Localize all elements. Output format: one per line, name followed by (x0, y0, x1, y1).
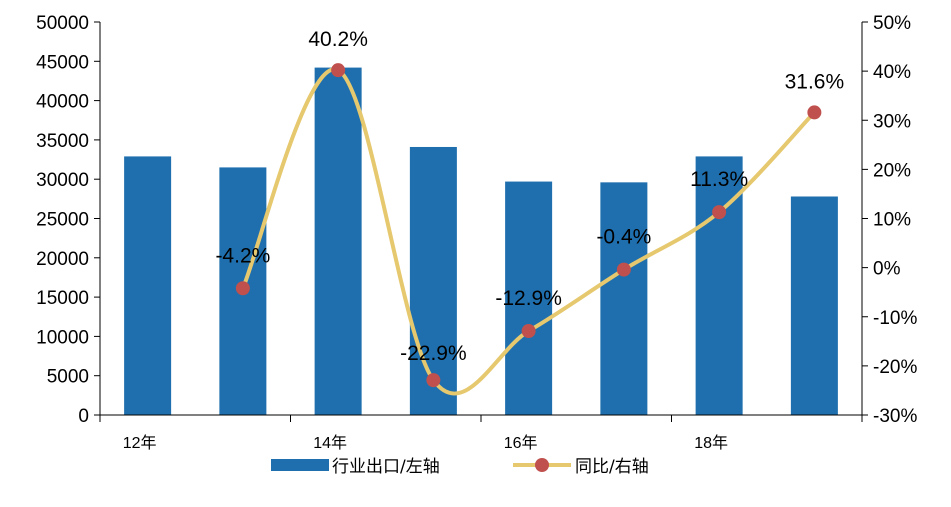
left-tick-label: 15000 (36, 288, 89, 309)
left-tick-label: 10000 (36, 327, 89, 348)
x-tick-label: 12年 (123, 434, 157, 452)
right-tick-label: 30% (873, 111, 911, 132)
left-tick-label: 50000 (36, 13, 89, 34)
x-tick-label: 18年 (694, 434, 728, 452)
data-label: 40.2% (308, 28, 368, 51)
right-tick-label: -10% (873, 308, 917, 329)
right-tick-label: 0% (873, 259, 901, 280)
legend-bar-swatch (271, 459, 329, 471)
line-point (521, 323, 536, 338)
data-label: -22.9% (400, 342, 467, 365)
right-tick-label: 50% (873, 13, 911, 34)
data-label: 31.6% (785, 70, 845, 93)
line-series (235, 63, 822, 396)
data-label: -4.2% (215, 244, 270, 267)
bar (505, 181, 553, 415)
data-label: -0.4% (596, 226, 651, 249)
legend-line-label: 同比/右轴 (575, 457, 649, 477)
line-point (235, 281, 250, 296)
right-tick-label: 40% (873, 62, 911, 83)
right-tick-label: -30% (873, 406, 917, 427)
right-tick-label: -20% (873, 357, 917, 378)
line-point (426, 373, 441, 388)
legend: 行业出口/左轴 同比/右轴 (271, 457, 649, 477)
line-point (712, 205, 727, 220)
left-tick-label: 25000 (36, 210, 89, 231)
line-point (616, 262, 631, 277)
right-tick-label: 10% (873, 210, 911, 231)
left-tick-label: 0 (78, 406, 89, 427)
line-path (241, 67, 816, 396)
left-tick-label: 40000 (36, 92, 89, 113)
line-point (807, 105, 822, 120)
right-y-axis: -30% -20% -10% 0% 10% 20% 30% 40% 50% (861, 13, 917, 427)
right-tick-label: 20% (873, 160, 911, 181)
data-labels: -4.2% 40.2% -22.9% -12.9% -0.4% 11.3% 31.6% (215, 28, 844, 365)
bar (409, 146, 457, 415)
x-axis: 12年 14年 16年 18年 (99, 414, 863, 452)
left-tick-label: 30000 (36, 170, 89, 191)
left-tick-label: 5000 (47, 367, 89, 388)
bar (124, 156, 172, 415)
legend-bar-label: 行业出口/左轴 (332, 457, 440, 477)
left-y-axis: 0 5000 10000 15000 20000 25000 30000 35000 40000… (36, 13, 101, 427)
bar-series (124, 67, 838, 415)
x-tick-label: 14年 (313, 434, 347, 452)
x-tick-label: 16年 (504, 434, 538, 452)
data-label: -12.9% (495, 287, 562, 310)
bar (314, 67, 362, 415)
left-tick-label: 20000 (36, 249, 89, 270)
left-tick-label: 35000 (36, 131, 89, 152)
bar (600, 182, 648, 415)
legend-line-marker (535, 458, 549, 472)
left-tick-label: 45000 (36, 52, 89, 73)
line-point (331, 63, 346, 78)
data-label: 11.3% (690, 168, 748, 191)
bar (790, 196, 838, 415)
